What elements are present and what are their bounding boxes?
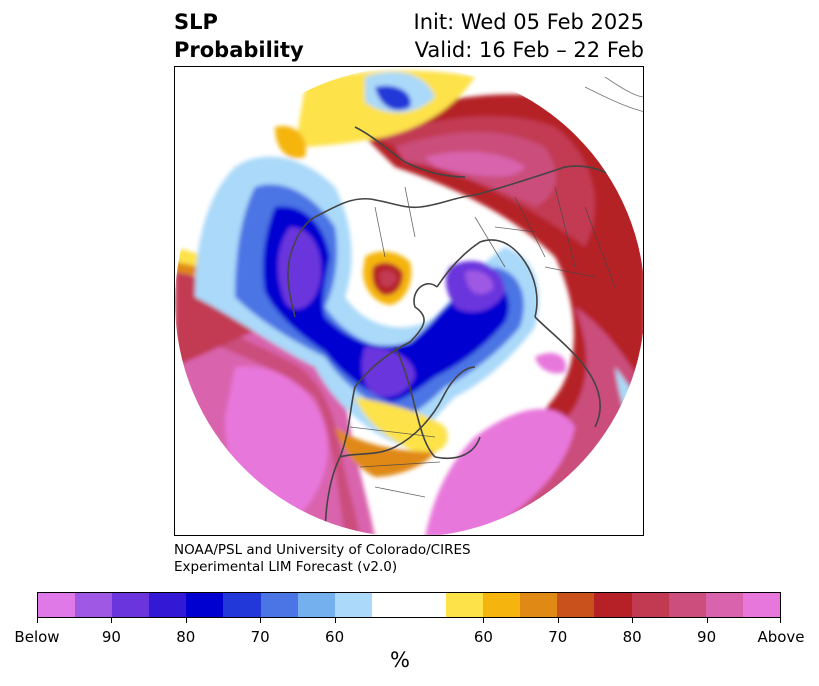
- colorbar-segment: [223, 593, 261, 617]
- title-right: Init: Wed 05 Feb 2025 Valid: 16 Feb – 22…: [414, 8, 644, 64]
- map-svg: [175, 67, 643, 535]
- credit-line2: Experimental LIM Forecast (v2.0): [174, 559, 398, 575]
- colorbar-tick-mark: [557, 618, 559, 623]
- colorbar: [37, 592, 781, 618]
- colorbar-segment: [297, 593, 335, 617]
- valid-range: Valid: 16 Feb – 22 Feb: [414, 38, 644, 62]
- colorbar-tick-label: Above: [757, 628, 805, 646]
- colorbar-tick-label: 80: [176, 628, 196, 646]
- title-left: SLP Probability: [174, 8, 304, 64]
- probability-field: [175, 67, 643, 535]
- colorbar-tick-label: 90: [101, 628, 121, 646]
- colorbar-segment: [408, 593, 447, 617]
- title-type: Probability: [174, 38, 304, 62]
- colorbar-segment: [483, 593, 521, 617]
- colorbar-segment: [260, 593, 298, 617]
- colorbar-tick-label: 80: [622, 628, 642, 646]
- colorbar-unit: %: [390, 648, 410, 672]
- colorbar-tick-mark: [483, 618, 485, 623]
- colorbar-tick-label: Below: [14, 628, 60, 646]
- colorbar-tick-label: 60: [473, 628, 493, 646]
- colorbar-tick-mark: [706, 618, 708, 623]
- probability-map: [174, 66, 644, 536]
- colorbar-segment: [334, 593, 372, 617]
- coastlines: [287, 126, 641, 535]
- colorbar-tick-mark: [334, 618, 336, 623]
- colorbar-segment: [446, 593, 484, 617]
- colorbar-tick-mark: [37, 618, 38, 623]
- colorbar-segment: [149, 593, 187, 617]
- colorbar-segment: [594, 593, 632, 617]
- colorbar-tick-label: 60: [325, 628, 345, 646]
- colorbar-tick-mark: [185, 618, 187, 623]
- outer-coastlines: [584, 76, 643, 112]
- init-date: Init: Wed 05 Feb 2025: [413, 10, 644, 34]
- title-variable: SLP: [174, 10, 218, 34]
- colorbar-tick-label: 90: [697, 628, 717, 646]
- colorbar-segment: [668, 593, 706, 617]
- colorbar-segment: [557, 593, 595, 617]
- colorbar-segment: [75, 593, 113, 617]
- colorbar-segment: [520, 593, 558, 617]
- colorbar-segment: [186, 593, 224, 617]
- colorbar-tick-mark: [111, 618, 113, 623]
- borders: [349, 186, 616, 498]
- colorbar-segment: [742, 593, 780, 617]
- colorbar-segment: [112, 593, 150, 617]
- credit: NOAA/PSL and University of Colorado/CIRE…: [174, 542, 471, 576]
- colorbar-segment: [38, 593, 76, 617]
- colorbar-segment: [705, 593, 743, 617]
- colorbar-segment: [631, 593, 669, 617]
- colorbar-tick-label: 70: [548, 628, 568, 646]
- colorbar-tick-mark: [632, 618, 634, 623]
- colorbar-tick-mark: [780, 618, 781, 623]
- colorbar-segment: [371, 593, 409, 617]
- colorbar-tick-label: 70: [250, 628, 270, 646]
- credit-line1: NOAA/PSL and University of Colorado/CIRE…: [174, 542, 471, 558]
- colorbar-tick-mark: [260, 618, 262, 623]
